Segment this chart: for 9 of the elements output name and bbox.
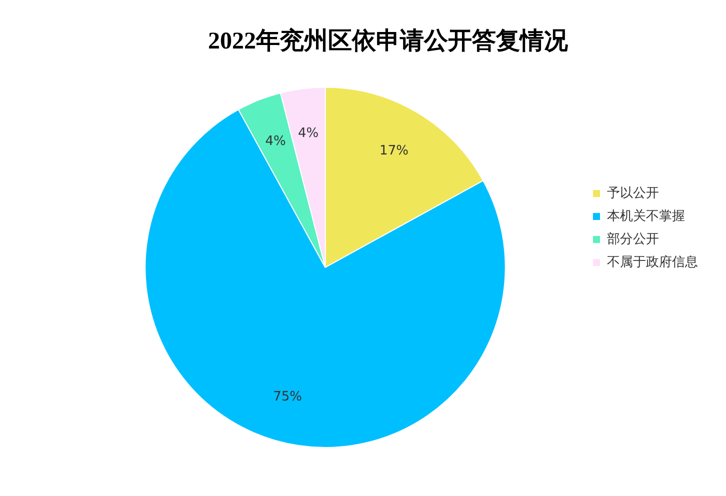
data-label: 4% — [265, 134, 286, 150]
legend-label: 部分公开 — [607, 232, 659, 247]
data-label: 75% — [273, 389, 302, 404]
legend-label: 予以公开 — [607, 186, 659, 201]
legend-label: 不属于政府信息 — [607, 254, 698, 270]
data-label: 4% — [298, 126, 319, 141]
data-label: 17% — [380, 144, 408, 159]
legend-label: 本机关不掌握 — [607, 208, 685, 224]
chart-title: 2022年兖州区依申请公开答复情况 — [208, 28, 569, 55]
